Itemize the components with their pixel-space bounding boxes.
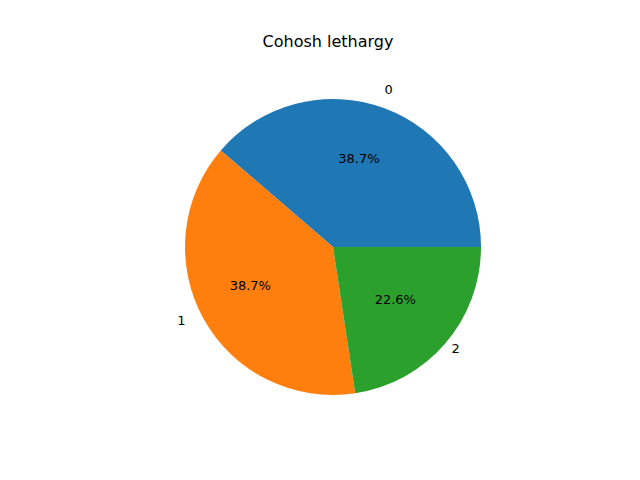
html-text:Cohosh lethargy: Cohosh lethargy: [262, 32, 394, 51]
svg-text:38.7%: 38.7%: [230, 278, 271, 293]
svg-text:38.7%: 38.7%: [338, 151, 379, 166]
svg-text:0: 0: [385, 82, 393, 97]
svg-text:2: 2: [451, 341, 459, 356]
svg-text:1: 1: [177, 313, 185, 328]
svg-text:22.6%: 22.6%: [375, 292, 416, 307]
